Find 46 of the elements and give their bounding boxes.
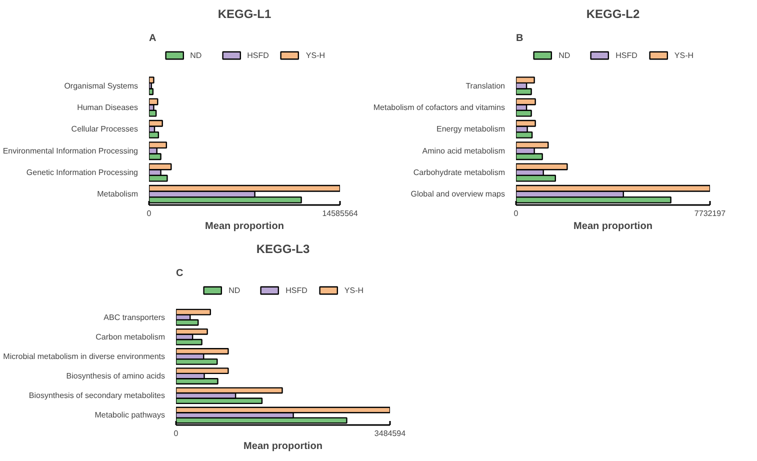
x-tick-label: 0 bbox=[146, 209, 152, 218]
y-tick-label: Global and overview maps bbox=[410, 190, 506, 199]
legend-label: YS-H bbox=[344, 286, 364, 295]
chart-title: KEGG-L3 bbox=[256, 242, 310, 256]
x-tick-label: 14585564 bbox=[322, 209, 358, 218]
legend-label: YS-H bbox=[306, 51, 326, 60]
y-tick-label: Microbial metabolism in diverse environments bbox=[3, 352, 166, 361]
y-tick-label: Organismal Systems bbox=[64, 81, 138, 90]
x-axis-title: Mean proportion bbox=[205, 221, 284, 232]
y-tick-label: Energy metabolism bbox=[436, 124, 506, 134]
y-tick-label: Metabolism of cofactors and vitamins bbox=[373, 103, 505, 112]
y-tick-label: Carbohydrate metabolism bbox=[413, 168, 506, 177]
y-tick-label: Amino acid metabolism bbox=[422, 146, 506, 156]
legend-label: ND bbox=[228, 286, 242, 295]
y-tick-label: Translation bbox=[466, 81, 506, 90]
x-tick-label: 0 bbox=[174, 429, 179, 438]
chart-title: KEGG-L1 bbox=[218, 7, 272, 21]
legend-label: ND bbox=[190, 51, 203, 60]
y-tick-label: Human Diseases bbox=[77, 103, 138, 112]
x-tick-label: 7732197 bbox=[694, 209, 726, 218]
x-axis-title: Mean proportion bbox=[244, 441, 322, 452]
text: B bbox=[516, 33, 524, 44]
y-tick-label: Genetic Information Processing bbox=[26, 168, 138, 177]
text: A bbox=[149, 33, 156, 44]
chart-title: KEGG-L2 bbox=[586, 7, 640, 21]
bar bbox=[149, 131, 160, 138]
y-tick-label: Metabolic pathways bbox=[94, 410, 166, 420]
legend-label: HSFD bbox=[286, 286, 308, 295]
y-tick-label: Biosynthesis of secondary metabolites bbox=[28, 391, 166, 400]
y-tick-label: Carbon metabolism bbox=[96, 332, 166, 342]
legend-label: YS-H bbox=[674, 51, 694, 60]
y-tick-label: Metabolism bbox=[97, 190, 138, 199]
legend-label: ND bbox=[558, 51, 572, 60]
bar bbox=[516, 131, 533, 138]
x-tick-label: 3484594 bbox=[374, 429, 406, 438]
legend-label: HSFD bbox=[247, 51, 269, 60]
y-tick-label: Cellular Processes bbox=[71, 124, 138, 134]
text: C bbox=[176, 268, 184, 279]
bar bbox=[176, 338, 202, 346]
y-tick-label: Environmental Information Processing bbox=[2, 146, 138, 156]
x-tick-label: 0 bbox=[514, 209, 519, 218]
legend-label: HSFD bbox=[616, 51, 638, 60]
y-tick-label: ABC transporters bbox=[104, 312, 166, 322]
bar bbox=[176, 358, 218, 365]
y-tick-label: Biosynthesis of amino acids bbox=[66, 372, 166, 381]
x-axis-title: Mean proportion bbox=[574, 221, 652, 232]
